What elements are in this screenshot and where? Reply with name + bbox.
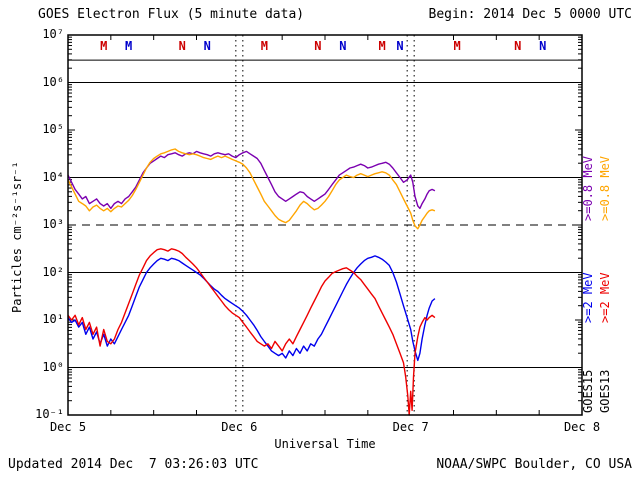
event-marker-n-6: N [339,39,347,53]
event-marker-m-1: M [125,39,133,53]
series-goes13-e2 [67,248,436,416]
x-tick-label-dec-8: Dec 8 [563,420,601,434]
begin-timestamp: Begin: 2014 Dec 5 0000 UTC [428,7,633,22]
y-axis-label: Particles cm⁻²s⁻¹sr⁻¹ [10,161,24,313]
x-axis-title: Universal Time [274,437,376,451]
x-tick-label-dec-7: Dec 7 [392,420,429,434]
y-tick-label-4: 10⁴ [42,169,64,184]
plot-border [67,34,583,416]
event-marker-n-11: N [539,39,547,53]
legend-goes13-2: GOES13 [598,369,612,413]
y-tick-label-7: 10⁷ [42,27,64,41]
event-marker-n-5: N [314,39,322,53]
legend-goes13-0: >=0.8 MeV [598,155,612,221]
x-tick-label-dec-5: Dec 5 [49,420,87,434]
legend-goes13-1: >=2 MeV [598,272,612,323]
event-marker-m-0: M [100,39,108,53]
legend-goes15-0: >=0.8 MeV [581,155,595,221]
series-goes13-e08 [67,148,436,230]
updated-timestamp: Updated 2014 Dec 7 03:26:03 UTC [8,457,259,472]
event-marker-m-7: M [378,39,386,53]
y-tick-label-6: 10⁶ [42,74,64,89]
event-marker-n-10: N [514,39,522,53]
y-tick-label-1: 10¹ [42,312,64,326]
event-marker-m-9: M [453,39,461,53]
legend-goes15-2: GOES15 [581,369,595,413]
y-tick-label-5: 10⁵ [42,122,64,136]
source-credit: NOAA/SWPC Boulder, CO USA [436,457,632,472]
event-marker-n-2: N [178,39,186,53]
series-goes15-e2 [67,255,436,362]
y-tick-label-0: 10⁰ [42,359,64,374]
legend-goes15-1: >=2 MeV [581,272,595,323]
series-goes15-e08 [67,150,436,210]
chart-title: GOES Electron Flux (5 minute data) [38,7,305,22]
event-marker-n-3: N [203,39,211,53]
y-tick-label-2: 10² [42,264,64,279]
y-tick-label--1: 10⁻¹ [35,407,64,421]
event-marker-n-8: N [396,39,404,53]
event-marker-m-4: M [260,39,268,53]
y-tick-label-3: 10³ [42,217,64,231]
x-tick-label-dec-6: Dec 6 [221,420,258,434]
